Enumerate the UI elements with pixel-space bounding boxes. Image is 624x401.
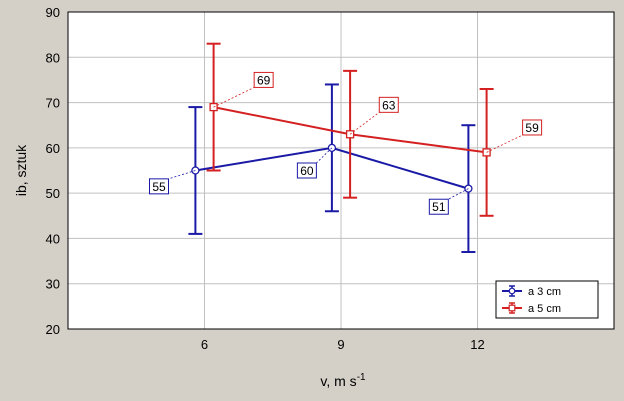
data-label-leader xyxy=(213,87,255,108)
series-layer: 55 60 51 69 63 59 xyxy=(149,42,543,254)
y-tick-label: 70 xyxy=(46,96,60,111)
legend-marker xyxy=(508,304,516,312)
data-label-box xyxy=(378,96,399,113)
data-label-box xyxy=(522,119,543,136)
legend-label: a 3 cm xyxy=(528,286,561,298)
y-tick-label: 50 xyxy=(46,186,60,201)
x-tick-labels: 6 9 12 xyxy=(201,337,485,352)
y-tick-label: 60 xyxy=(46,141,60,156)
y-tick-labels: 20 30 40 50 60 70 80 90 xyxy=(46,5,60,337)
x-axis-label-main: v, m s xyxy=(320,373,356,389)
x-tick-label: 6 xyxy=(201,337,208,352)
legend-box xyxy=(495,280,599,319)
x-tick-label: 9 xyxy=(337,337,344,352)
data-label-box xyxy=(428,198,449,215)
x-axis-label-superscript: -1 xyxy=(357,372,366,383)
data-label: 59 xyxy=(525,121,539,135)
data-label-leader xyxy=(168,170,196,180)
data-label: 63 xyxy=(382,98,396,112)
y-tick-label: 40 xyxy=(46,231,60,246)
legend: a 3 cm a 5 cm xyxy=(495,280,599,319)
data-label: 55 xyxy=(152,180,166,194)
data-label: 60 xyxy=(300,164,314,178)
legend-label: a 5 cm xyxy=(528,303,561,315)
series-2: 69 63 59 xyxy=(206,42,543,217)
data-label-leader xyxy=(486,134,523,153)
legend-marker xyxy=(508,287,516,295)
y-axis-label: ib, sztuk xyxy=(13,144,29,196)
x-axis-label: v, m s-1 xyxy=(320,372,366,389)
data-label: 51 xyxy=(432,200,446,214)
y-tick-label: 20 xyxy=(46,322,60,337)
y-tick-label: 90 xyxy=(46,5,60,20)
series-1: 55 60 51 xyxy=(149,83,476,254)
y-tick-label: 80 xyxy=(46,50,60,65)
data-label-box xyxy=(149,178,169,195)
x-tick-label: 12 xyxy=(470,337,484,352)
data-label: 69 xyxy=(257,73,271,87)
data-label-box xyxy=(253,71,274,88)
y-tick-label: 30 xyxy=(46,277,60,292)
data-label-box xyxy=(296,162,317,179)
plot-frame xyxy=(67,11,615,330)
